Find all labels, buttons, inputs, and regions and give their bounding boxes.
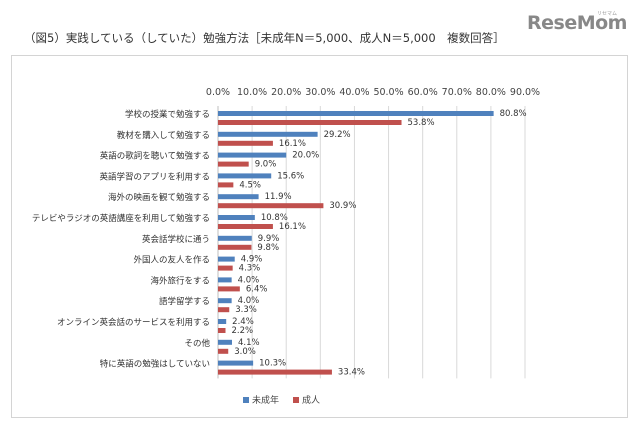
bar-adult xyxy=(218,286,240,292)
data-label-minor: 10.8% xyxy=(261,213,288,223)
bar-adult xyxy=(218,244,252,250)
bar-minor xyxy=(218,194,259,200)
x-tick-label: 90.0% xyxy=(510,87,540,98)
category-label: 海外の映画を観て勉強する xyxy=(108,192,210,203)
bar-adult xyxy=(218,369,332,375)
category-label: テレビやラジオの英語講座を利用して勉強する xyxy=(32,213,210,224)
data-label-adult: 4.3% xyxy=(239,264,261,274)
bar-adult xyxy=(218,307,230,313)
data-label-adult: 33.4% xyxy=(338,368,365,378)
data-label-adult: 16.1% xyxy=(279,139,306,149)
bar-minor xyxy=(218,256,235,262)
data-label-adult: 9.0% xyxy=(255,160,277,170)
data-label-adult: 2.2% xyxy=(232,326,254,336)
bar-adult xyxy=(218,224,273,229)
bar-adult xyxy=(218,120,402,125)
legend-swatch-adult xyxy=(293,396,300,403)
data-label-adult: 9.8% xyxy=(257,243,279,253)
data-label-adult: 4.5% xyxy=(239,180,261,190)
category-label: 英語の歌詞を聴いて勉強する xyxy=(100,151,210,162)
bar-minor xyxy=(218,360,254,366)
category-label: 外国人の友人を作る xyxy=(133,255,210,266)
data-label-minor: 29.2% xyxy=(324,130,351,140)
x-tick-label: 80.0% xyxy=(476,87,506,98)
bar-minor xyxy=(218,215,255,220)
data-label-adult: 6.4% xyxy=(246,284,268,294)
data-label-minor: 20.0% xyxy=(292,151,319,161)
data-label-minor: 15.6% xyxy=(277,171,304,181)
data-label-minor: 4.0% xyxy=(238,275,260,285)
category-label: 教材を購入して勉強する xyxy=(117,130,210,141)
data-label-minor: 2.4% xyxy=(232,317,254,327)
bar-adult xyxy=(218,161,249,167)
data-label-adult: 16.1% xyxy=(279,222,306,232)
bar-minor xyxy=(218,298,232,304)
data-label-minor: 80.8% xyxy=(500,109,527,119)
category-label: オンライン英会話のサービスを利用する xyxy=(57,317,210,328)
legend-item-adult: 成人 xyxy=(293,393,320,406)
bar-adult xyxy=(218,203,324,209)
legend-label-minor: 未成年 xyxy=(252,396,280,406)
x-tick-label: 20.0% xyxy=(271,87,301,98)
category-label: 学校の授業で勉強する xyxy=(125,109,210,120)
chart-title: （図5）実践している（していた）勉強方法［未成年N＝5,000、成人N＝5,00… xyxy=(24,31,505,45)
bar-minor xyxy=(218,319,227,324)
data-label-minor: 11.9% xyxy=(265,192,292,202)
resemom-logo: ReseMom リセマム xyxy=(527,10,631,40)
bar-adult xyxy=(218,328,226,333)
x-tick-label: 10.0% xyxy=(237,87,267,98)
bar-minor xyxy=(218,173,272,179)
bar-adult xyxy=(218,265,233,271)
bar-minor xyxy=(218,131,318,137)
bar-adult xyxy=(218,140,273,146)
x-tick-label: 30.0% xyxy=(305,87,335,98)
category-label: 英会話学校に通う xyxy=(142,234,210,245)
category-label: 特に英語の勉強はしていない xyxy=(100,359,210,370)
x-tick-label: 40.0% xyxy=(339,87,369,98)
chart-frame xyxy=(11,55,628,418)
data-label-minor: 4.0% xyxy=(238,296,260,306)
bar-minor xyxy=(218,339,232,345)
legend-label-adult: 成人 xyxy=(302,396,321,406)
data-label-minor: 10.3% xyxy=(259,359,286,369)
category-label: 海外旅行をする xyxy=(150,275,210,286)
legend: 未成年 成人 xyxy=(243,393,320,406)
data-label-minor: 4.9% xyxy=(241,255,263,265)
bar-adult xyxy=(218,182,234,188)
bar-minor xyxy=(218,111,494,116)
data-label-adult: 3.3% xyxy=(235,305,257,315)
x-tick-label: 0.0% xyxy=(206,87,230,98)
bar-minor xyxy=(218,277,232,283)
category-label: 英語学習のアプリを利用する xyxy=(99,171,210,182)
x-tick-label: 70.0% xyxy=(442,87,472,98)
bar-minor xyxy=(218,235,252,241)
data-label-adult: 30.9% xyxy=(329,201,356,211)
bar-minor xyxy=(218,152,287,158)
bar-adult xyxy=(218,348,229,354)
legend-swatch-minor xyxy=(243,396,249,403)
x-tick-label: 50.0% xyxy=(373,87,403,98)
category-label: その他 xyxy=(184,338,210,349)
logo-text: ReseMom xyxy=(527,12,627,34)
data-label-adult: 3.0% xyxy=(234,347,256,357)
x-tick-label: 60.0% xyxy=(408,87,438,98)
data-label-minor: 9.9% xyxy=(258,234,280,244)
logo-subtext: リセマム xyxy=(597,11,618,17)
category-label: 語学留学する xyxy=(159,296,210,307)
data-label-adult: 53.8% xyxy=(408,118,435,128)
legend-item-minor: 未成年 xyxy=(243,393,279,406)
data-label-minor: 4.1% xyxy=(238,338,260,348)
